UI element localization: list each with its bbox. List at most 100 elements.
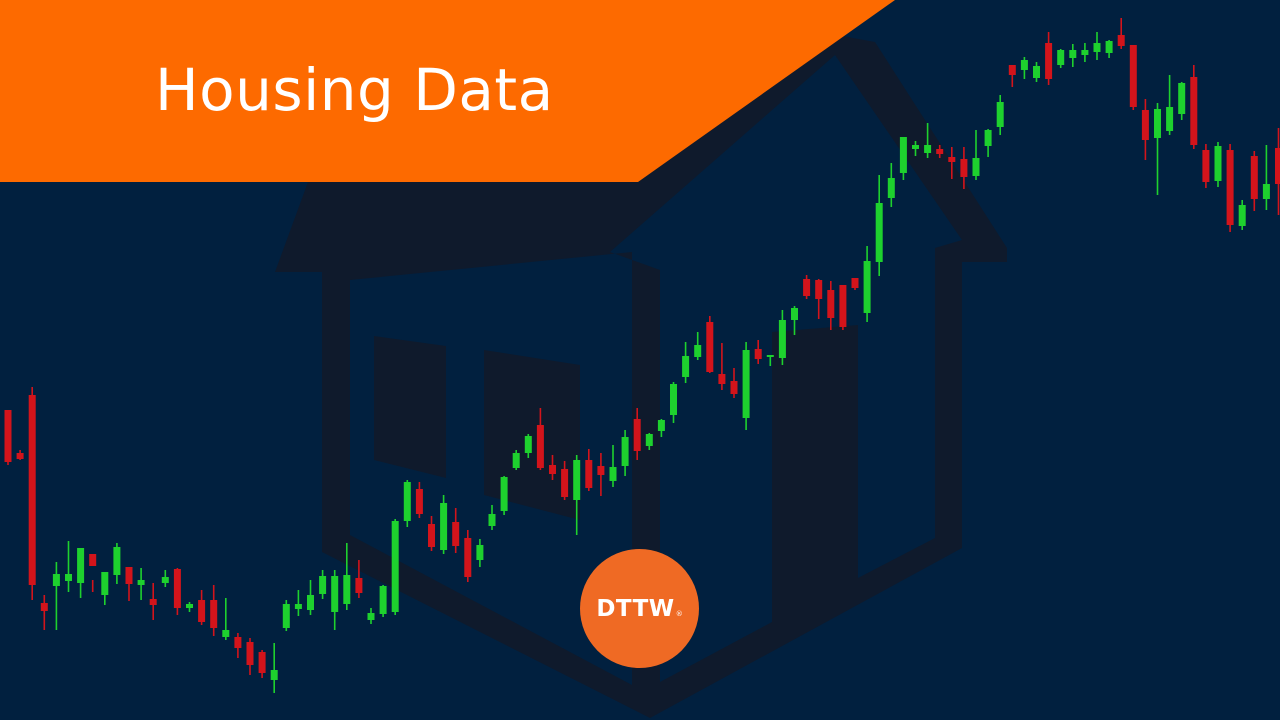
candle-up	[1262, 184, 1270, 199]
candle-down	[730, 381, 738, 394]
candle-up	[77, 548, 85, 583]
candle-up	[476, 545, 484, 560]
dttw-logo: DTTW ®	[580, 549, 699, 668]
candle-up	[1020, 60, 1028, 70]
candle-down	[1008, 65, 1016, 75]
candle-up	[609, 467, 617, 481]
candle-up	[307, 595, 314, 610]
candle-up	[766, 355, 774, 357]
candle-up	[972, 158, 980, 176]
candle-down	[948, 157, 956, 162]
candle-down	[1226, 150, 1234, 225]
candle-up	[1154, 109, 1161, 138]
candle-up	[1214, 146, 1222, 181]
candle-down	[16, 453, 24, 459]
candle-up	[645, 434, 653, 446]
candle-up	[161, 577, 169, 583]
candle-up	[1093, 43, 1101, 52]
candle-up	[488, 514, 496, 526]
candle-down	[198, 600, 206, 622]
candle-down	[4, 410, 12, 462]
candle-down	[561, 469, 569, 497]
candle-down	[1190, 77, 1198, 145]
candle-up	[500, 477, 508, 511]
candle-down	[464, 538, 472, 577]
candle-down	[1129, 45, 1137, 107]
candle-up	[1033, 66, 1040, 78]
candle-up	[1166, 107, 1174, 131]
candle-up	[319, 576, 327, 594]
house-left-window	[374, 336, 446, 478]
candle-up	[912, 145, 919, 149]
candle-up	[924, 145, 932, 153]
candle-down	[1117, 35, 1125, 46]
house-outline	[275, 32, 1007, 718]
candle-up	[294, 604, 302, 609]
candle-down	[1045, 43, 1053, 79]
candle-down	[1275, 148, 1280, 184]
candle-up	[863, 261, 871, 313]
candle-up	[1105, 41, 1113, 53]
candle-down	[839, 285, 847, 327]
candle-up	[1069, 50, 1077, 58]
candle-down	[633, 419, 641, 451]
candle-up	[682, 356, 690, 377]
candle-up	[996, 102, 1004, 127]
candle-up	[440, 503, 448, 550]
candle-up	[621, 437, 629, 466]
candle-down	[355, 578, 363, 593]
candle-down	[754, 349, 762, 359]
house-right-window	[484, 350, 580, 520]
candle-up	[379, 586, 387, 614]
candle-down	[428, 524, 435, 547]
candle-up	[270, 670, 278, 680]
candle-down	[597, 466, 605, 475]
candle-down	[173, 569, 181, 608]
candle-up	[391, 521, 399, 612]
candle-up	[367, 613, 375, 620]
registered-mark: ®	[675, 609, 683, 618]
candle-up	[137, 580, 145, 585]
candle-up	[282, 604, 290, 628]
candle-down	[258, 652, 266, 673]
candle-up	[403, 482, 411, 521]
candle-up	[524, 436, 532, 453]
candle-up	[186, 604, 193, 608]
candle-up	[899, 137, 907, 173]
candle-down	[827, 290, 835, 318]
candle-down	[706, 322, 714, 372]
candle-down	[718, 374, 726, 384]
candle-down	[125, 567, 133, 584]
candle-up	[742, 350, 750, 418]
candle-down	[851, 278, 859, 288]
candle-down	[1250, 156, 1258, 199]
logo-text: DTTW	[596, 595, 675, 622]
candle-down	[28, 395, 36, 585]
candle-down	[210, 600, 218, 628]
candle-up	[573, 460, 581, 500]
candle-down	[415, 489, 423, 514]
candle-down	[549, 465, 556, 474]
candle-up	[984, 130, 992, 146]
candle-up	[1238, 205, 1246, 226]
candle-up	[887, 178, 895, 198]
candle-down	[246, 642, 254, 665]
candle-down	[536, 425, 544, 468]
candle-down	[149, 599, 157, 605]
page-title: Housing Data	[155, 56, 554, 124]
candle-up	[343, 575, 351, 604]
candle-up	[331, 576, 339, 612]
house-illustration-icon	[275, 32, 1007, 718]
candle-up	[512, 453, 520, 468]
candle-up	[791, 308, 798, 320]
candle-up	[52, 574, 60, 586]
candle-down	[40, 603, 48, 611]
candle-down	[234, 637, 242, 648]
candle-down	[452, 522, 460, 546]
candle-up	[778, 320, 786, 358]
candle-down	[960, 159, 968, 177]
candle-up	[1057, 50, 1065, 65]
candle-down	[936, 149, 944, 154]
candle-down	[89, 554, 97, 566]
candle-up	[694, 345, 702, 357]
